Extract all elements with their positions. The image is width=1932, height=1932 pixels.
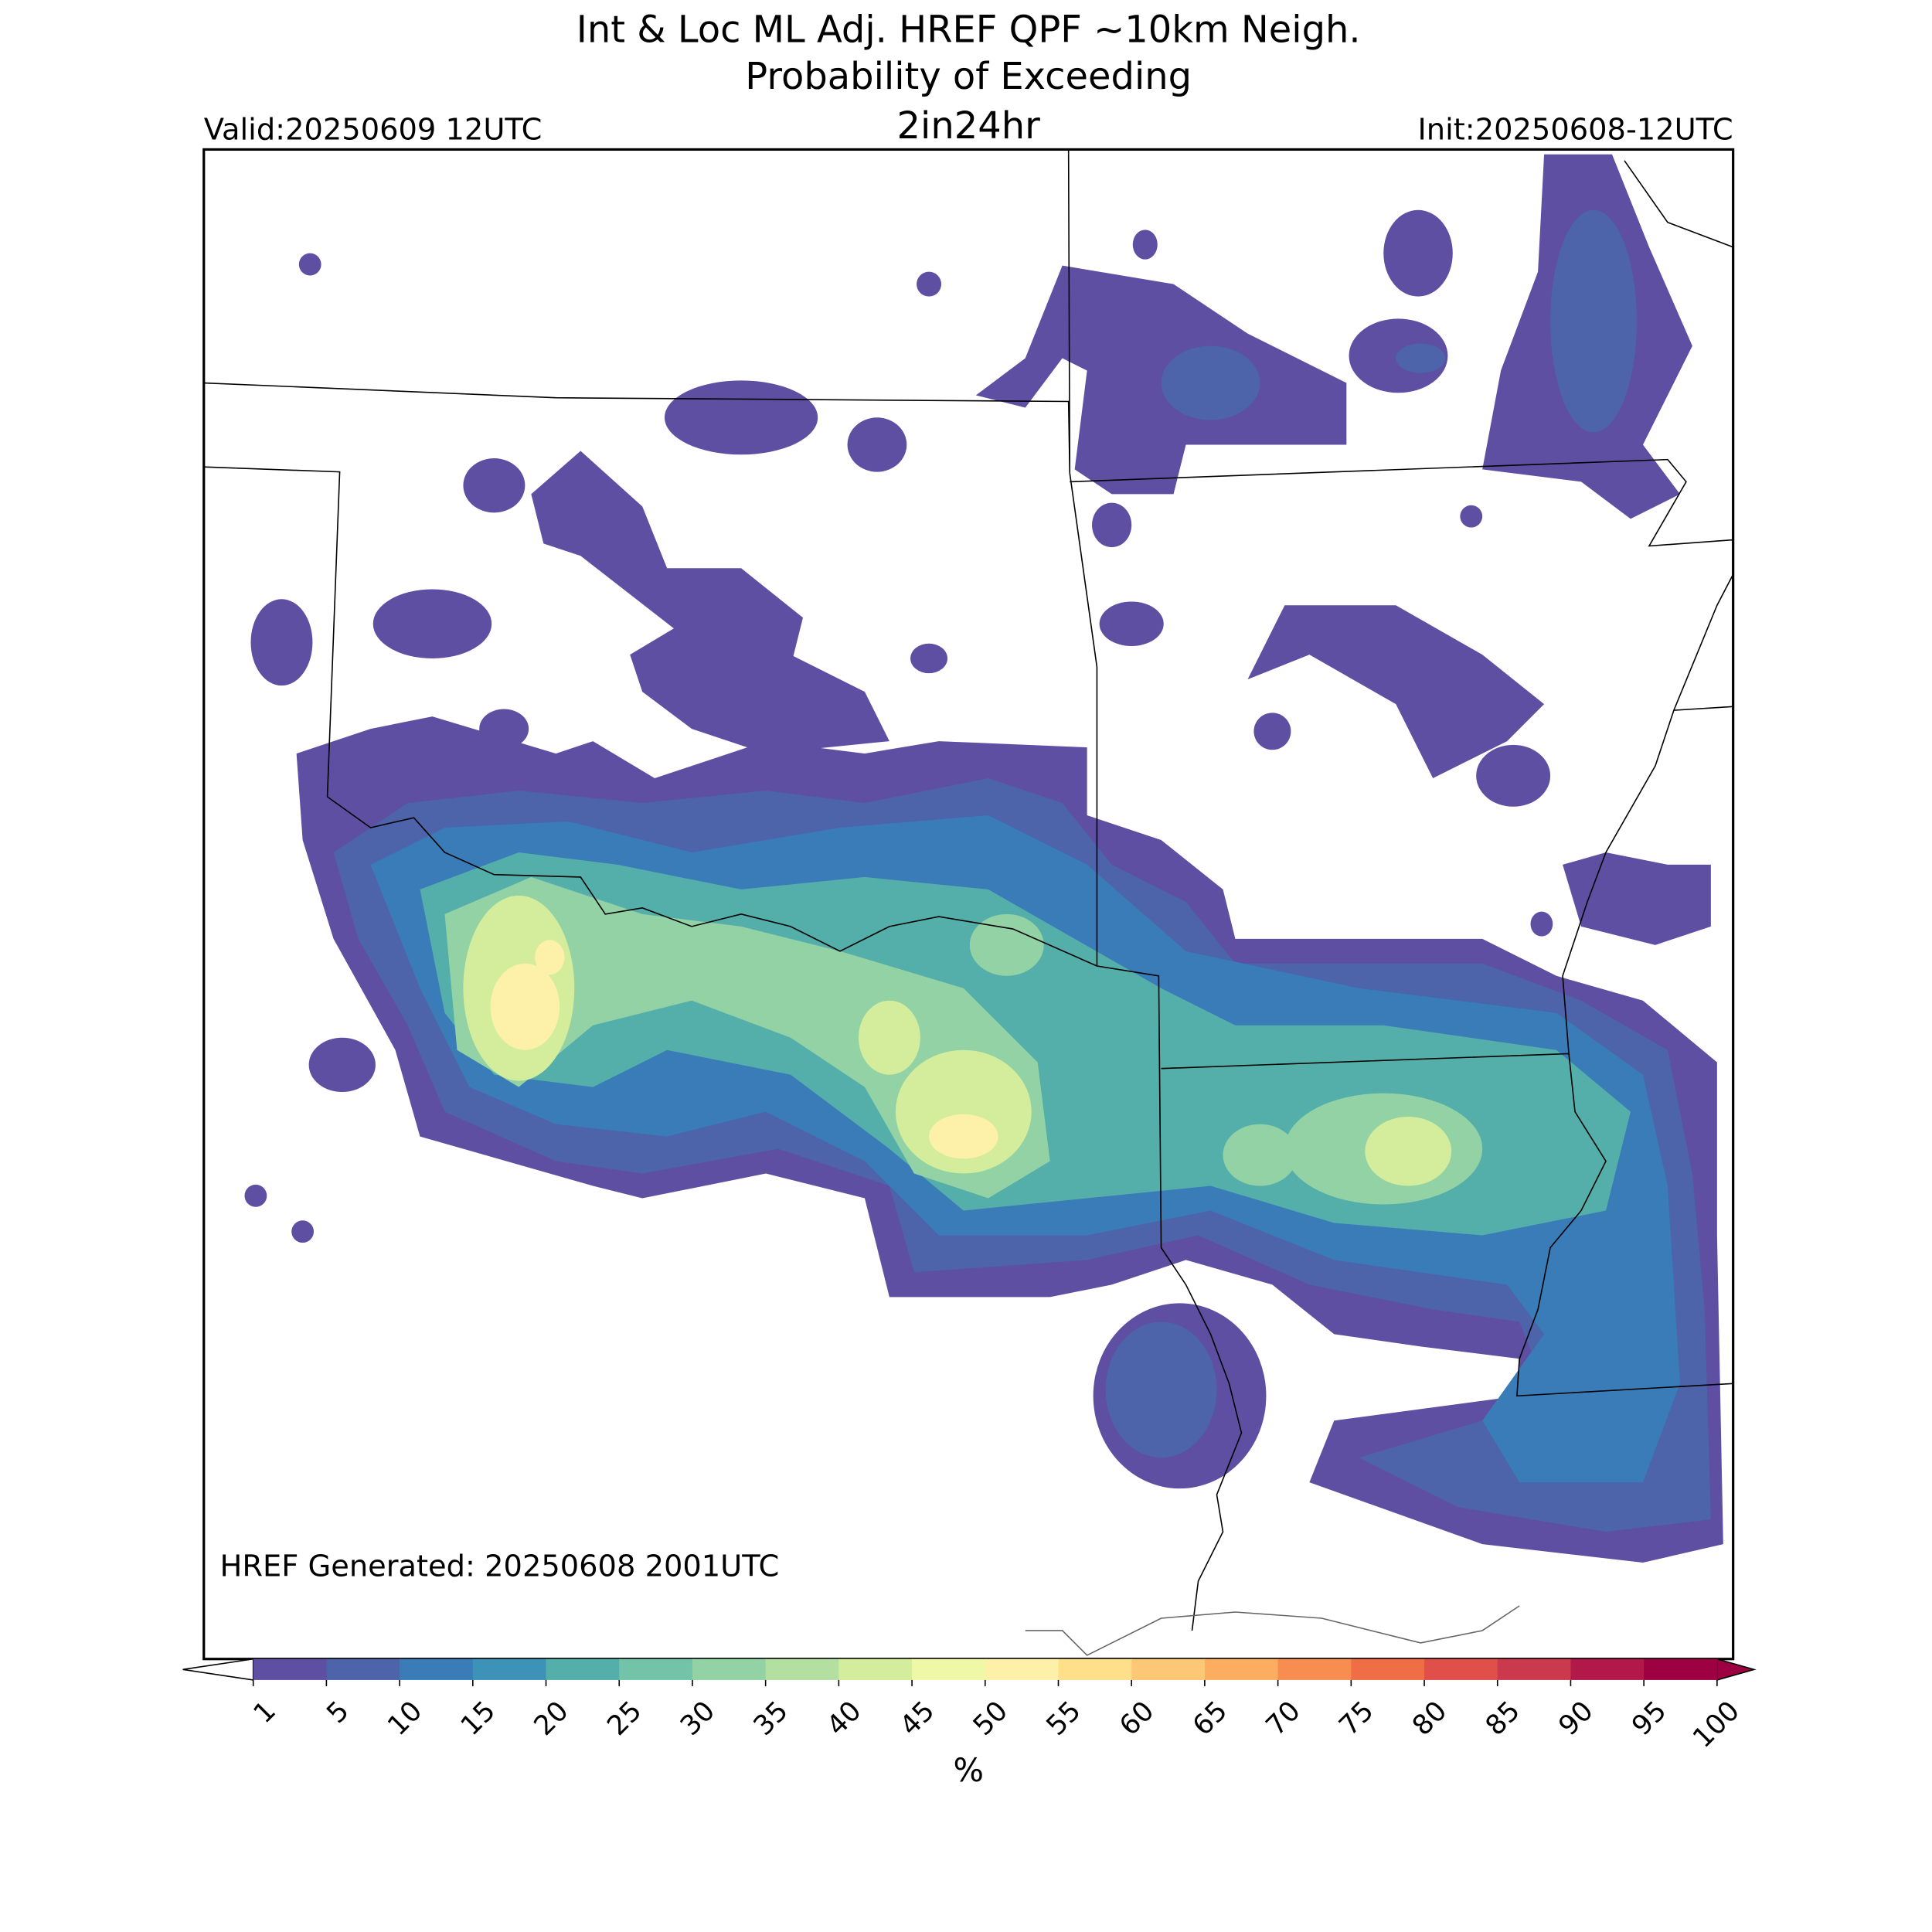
- color-bin: [472, 1658, 547, 1680]
- color-bin: [1277, 1658, 1352, 1680]
- map-field: HREF Generated: 20250608 2001UTC: [203, 149, 1733, 1656]
- boundaries: [203, 149, 1733, 1656]
- color-bin: [1644, 1658, 1718, 1680]
- valid-time: Valid:20250609 12UTC: [204, 113, 543, 148]
- color-bin: [838, 1658, 913, 1680]
- color-bin: [1131, 1658, 1206, 1680]
- color-bin: [1424, 1658, 1498, 1680]
- color-bin: [1204, 1658, 1279, 1680]
- title-line: Int & Loc ML Adj. HREF QPF ~10km Neigh.: [577, 8, 1361, 51]
- color-bin: [912, 1658, 986, 1680]
- titles: Int & Loc ML Adj. HREF QPF ~10km Neigh. …: [204, 8, 1733, 148]
- color-bin: [1351, 1658, 1425, 1680]
- colorbar-label: %: [953, 1751, 983, 1789]
- color-bin: [1058, 1658, 1132, 1680]
- color-bin: [985, 1658, 1060, 1680]
- color-bin: [692, 1658, 767, 1680]
- color-bin: [765, 1658, 840, 1680]
- color-bin: [326, 1658, 400, 1680]
- title-line: Probability of Exceeding: [745, 55, 1192, 98]
- init-time: Init:20250608-12UTC: [1417, 113, 1733, 148]
- color-bin: [400, 1658, 474, 1680]
- color-bin: [546, 1658, 621, 1680]
- generated-note: HREF Generated: 20250608 2001UTC: [220, 1549, 780, 1584]
- color-bin: [1497, 1658, 1572, 1680]
- prob-50: [490, 940, 998, 1159]
- color-bin: [253, 1658, 328, 1680]
- map-frame: [202, 148, 1735, 1661]
- color-bin: [1570, 1658, 1645, 1680]
- color-bin: [619, 1658, 693, 1680]
- threshold: 2in24hr: [897, 104, 1041, 148]
